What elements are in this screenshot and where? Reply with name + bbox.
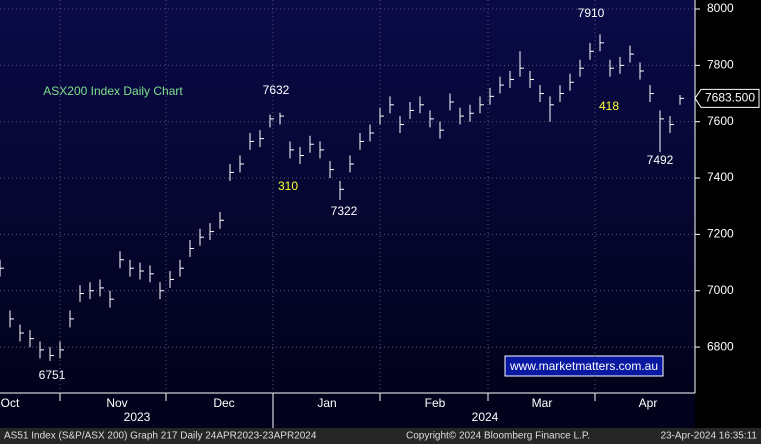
footer-bar xyxy=(0,428,761,444)
footer-left: AS51 Index (S&P/ASX 200) Graph 217 Daily… xyxy=(4,431,317,442)
y-tick-label: 8000 xyxy=(707,1,734,15)
annotation: 310 xyxy=(278,179,298,193)
x-tick-label: Jan xyxy=(317,396,336,410)
last-price: 7683.500 xyxy=(705,90,755,104)
y-tick-label: 7000 xyxy=(707,283,734,297)
y-axis-panel xyxy=(695,0,761,428)
x-tick-label: Mar xyxy=(532,396,553,410)
last-price-box xyxy=(694,88,760,108)
chart-title: ASX200 Index Daily Chart xyxy=(43,84,183,98)
plot-area xyxy=(0,0,695,393)
x-tick-label: Apr xyxy=(639,396,658,410)
y-tick-label: 7200 xyxy=(707,227,734,241)
annotation: 7632 xyxy=(263,83,290,97)
y-tick-label: 7800 xyxy=(707,58,734,72)
x-tick-label: Nov xyxy=(106,396,127,410)
annotation: 7492 xyxy=(647,153,674,167)
year-label: 2024 xyxy=(472,410,499,424)
x-tick-label: Dec xyxy=(213,396,234,410)
annotation: 418 xyxy=(599,99,619,113)
watermark: www.marketmatters.com.au xyxy=(509,359,658,373)
x-tick-label: Feb xyxy=(425,396,446,410)
x-axis-panel xyxy=(0,393,695,428)
footer-right: 23-Apr-2024 16:35:11 xyxy=(660,431,757,442)
footer-center: Copyright© 2024 Bloomberg Finance L.P. xyxy=(406,431,590,442)
annotation: 6751 xyxy=(39,368,66,382)
y-tick-label: 7400 xyxy=(707,170,734,184)
year-label: 2023 xyxy=(124,410,151,424)
watermark-box xyxy=(504,355,664,377)
y-tick-label: 7600 xyxy=(707,114,734,128)
y-tick-label: 6800 xyxy=(707,339,734,353)
annotation: 7322 xyxy=(331,204,358,218)
annotation: 7910 xyxy=(578,6,605,20)
x-tick-label: Oct xyxy=(1,396,20,410)
